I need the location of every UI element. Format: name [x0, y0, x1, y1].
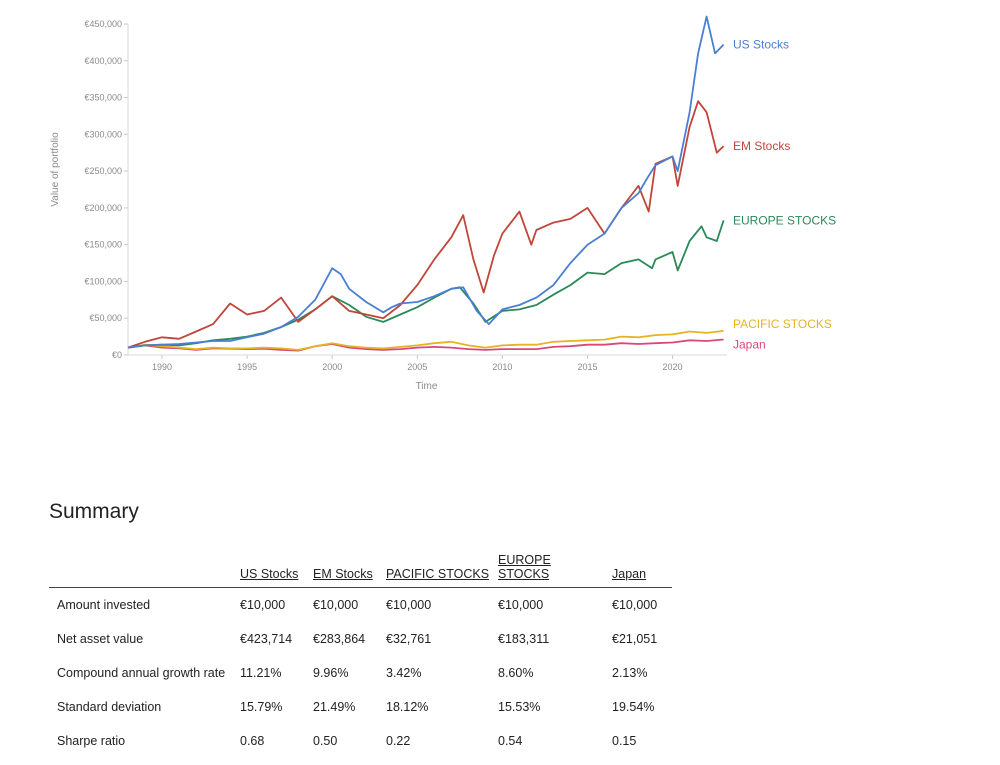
table-cell: 19.54% [612, 700, 655, 714]
table-cell: €423,714 [240, 632, 293, 646]
table-cell: 8.60% [498, 666, 534, 680]
table-cell: 0.68 [240, 734, 265, 748]
table-cell: 21.49% [313, 700, 356, 714]
column-header-em-stocks[interactable]: EM Stocks [313, 567, 373, 581]
table-cell: €10,000 [498, 598, 544, 612]
x-axis-title: Time [416, 381, 438, 392]
table-row: Standard deviation 15.79% 21.49% 18.12% … [49, 690, 672, 724]
table-row: Net asset value €423,714 €283,864 €32,76… [49, 622, 672, 656]
y-tick-label: €0 [112, 350, 122, 360]
y-tick-label: €350,000 [84, 93, 122, 103]
table-cell: 0.50 [313, 734, 338, 748]
table-cell: €10,000 [313, 598, 359, 612]
line-chart-canvas: €0 €50,000 €100,000 €150,000 €200,000 €250,00… [50, 15, 836, 392]
table-cell: €283,864 [313, 632, 366, 646]
table-row: Compound annual growth rate 11.21% 9.96%… [49, 656, 672, 690]
x-tick-label: 1990 [152, 362, 172, 372]
column-header-europe-stocks[interactable]: EUROPE STOCKS [498, 553, 551, 581]
row-label: Standard deviation [57, 700, 162, 714]
y-tick-label: €150,000 [84, 240, 122, 250]
y-axis-title: Value of portfolio [50, 132, 61, 207]
table-cell: 9.96% [313, 666, 349, 680]
column-header-us-stocks[interactable]: US Stocks [240, 567, 299, 581]
row-label: Compound annual growth rate [57, 666, 226, 680]
row-label: Net asset value [57, 632, 144, 646]
x-tick-label: 2000 [322, 362, 342, 372]
table-cell: 0.22 [386, 734, 411, 748]
y-tick-label: €100,000 [84, 276, 122, 286]
column-header-pacific-stocks[interactable]: PACIFIC STOCKS [386, 567, 490, 581]
table-cell: 0.15 [612, 734, 637, 748]
series-end-label: Japan [733, 338, 766, 352]
series-end-label: PACIFIC STOCKS [733, 317, 832, 331]
column-header-japan[interactable]: Japan [612, 567, 647, 581]
y-tick-label: €50,000 [89, 313, 122, 323]
table-cell: €10,000 [240, 598, 286, 612]
table-cell: €10,000 [612, 598, 658, 612]
y-tick-label: €400,000 [84, 56, 122, 66]
table-row: Sharpe ratio 0.68 0.50 0.22 0.54 0.15 [49, 724, 672, 758]
series-line-pacific-stocks[interactable] [127, 330, 724, 351]
x-tick-label: 1995 [237, 362, 257, 372]
y-tick-label: €450,000 [84, 19, 122, 29]
table-cell: €10,000 [386, 598, 432, 612]
chart-svg: €0 €50,000 €100,000 €150,000 €200,000 €250,00… [50, 15, 836, 392]
y-tick-label: €200,000 [84, 203, 122, 213]
y-tick-label: €250,000 [84, 166, 122, 176]
table-cell: 11.21% [240, 666, 282, 680]
table-cell: 3.42% [386, 666, 422, 680]
table-cell: €32,761 [386, 632, 432, 646]
series-line-europe-stocks[interactable] [127, 220, 725, 349]
summary-header-row: US Stocks EM Stocks PACIFIC STOCKS EUROP… [49, 553, 672, 588]
table-cell: 2.13% [612, 666, 648, 680]
summary-table: US Stocks EM Stocks PACIFIC STOCKS EUROP… [49, 553, 672, 758]
portfolio-chart: €0 €50,000 €100,000 €150,000 €200,000 €250,00… [50, 15, 836, 392]
table-cell: €183,311 [498, 632, 550, 646]
x-tick-label: 2010 [492, 362, 512, 372]
table-row: Amount invested €10,000 €10,000 €10,000 … [49, 588, 672, 623]
series-end-label: EUROPE STOCKS [733, 213, 836, 227]
series-line-em-stocks[interactable] [127, 100, 725, 349]
series-end-label: EM Stocks [733, 139, 790, 153]
row-label: Amount invested [57, 598, 151, 612]
table-cell: 18.12% [386, 700, 429, 714]
y-tick-label: €300,000 [84, 129, 122, 139]
table-cell: 15.53% [498, 700, 541, 714]
x-tick-label: 2005 [407, 362, 427, 372]
table-cell: 0.54 [498, 734, 523, 748]
row-label: Sharpe ratio [57, 734, 126, 748]
x-tick-label: 2015 [577, 362, 597, 372]
table-cell: €21,051 [612, 632, 658, 646]
series-line-us-stocks[interactable] [127, 15, 725, 349]
summary-title: Summary [49, 500, 139, 523]
x-tick-label: 2020 [663, 362, 683, 372]
series-end-label: US Stocks [733, 38, 789, 52]
table-cell: 15.79% [240, 700, 283, 714]
summary-header-blank [49, 553, 240, 588]
